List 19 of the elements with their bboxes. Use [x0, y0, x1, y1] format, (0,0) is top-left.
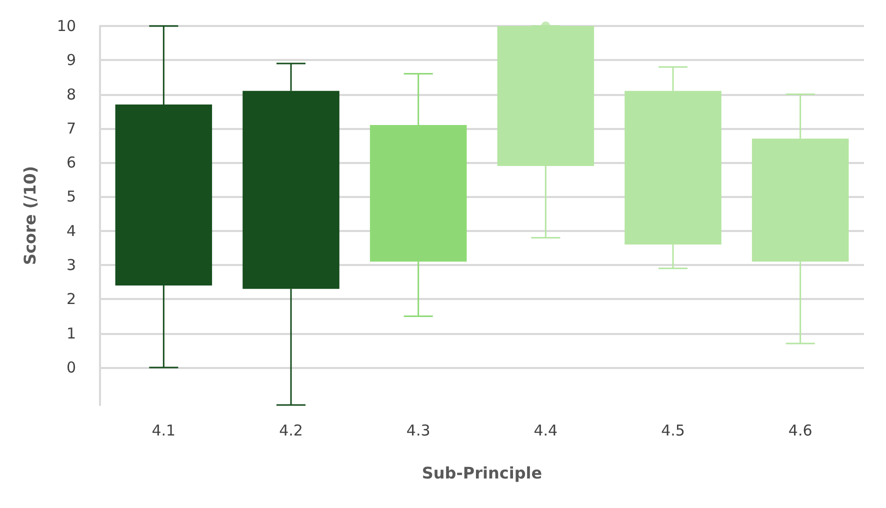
y-tick-label: 4 [66, 222, 76, 240]
x-tick-label: 4.2 [279, 422, 303, 440]
y-tick-label: 1 [66, 324, 76, 342]
y-axis-title: Score (/10) [20, 166, 40, 266]
x-axis-title: Sub-Principle [422, 464, 542, 482]
y-tick-label: 6 [66, 154, 76, 172]
y-tick-label: 8 [66, 85, 76, 104]
x-tick-label: 4.5 [661, 422, 685, 440]
y-tick-label: 10 [56, 17, 76, 35]
y-tick-label: 0 [66, 358, 76, 376]
y-tick-label: 9 [66, 51, 76, 70]
y-tick-label: 7 [66, 119, 76, 138]
y-tick-label: 5 [66, 188, 76, 206]
y-tick-label: 3 [66, 256, 76, 274]
x-tick-label: 4.1 [152, 422, 176, 440]
x-tick-label: 4.4 [534, 422, 558, 440]
x-tick-label: 4.6 [788, 422, 812, 440]
y-tick-label: 2 [66, 290, 76, 308]
x-tick-label: 4.3 [406, 422, 430, 440]
